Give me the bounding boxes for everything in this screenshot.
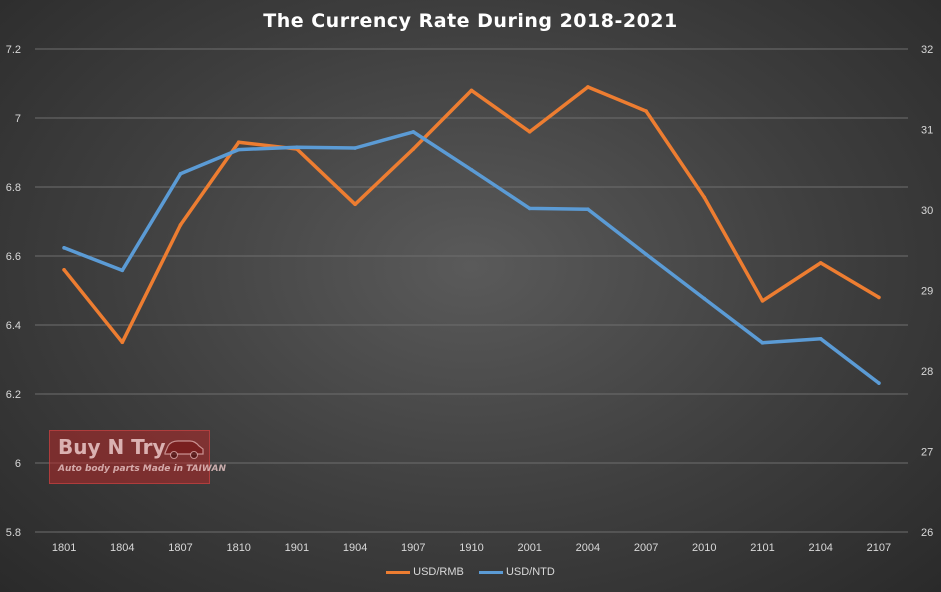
legend-label: USD/NTD	[505, 566, 555, 578]
y-right-tick-label: 28	[921, 366, 933, 378]
data-point	[877, 295, 881, 300]
data-point	[818, 337, 823, 341]
x-tick-label: 1801	[52, 542, 76, 554]
legend-swatch	[386, 570, 411, 574]
data-point	[353, 146, 357, 150]
data-point	[295, 145, 299, 150]
data-point	[760, 299, 765, 303]
data-point	[236, 140, 241, 144]
watermark-name: Buy N Try	[58, 435, 166, 459]
x-tick-label: 1807	[168, 542, 192, 554]
legend-item-usd-ntd: USD/NTD	[478, 566, 555, 578]
data-point	[178, 171, 183, 176]
y-right-tick-label: 32	[921, 44, 933, 56]
chart-title: The Currency Rate During 2018-2021	[263, 10, 678, 32]
y-left-tick-label: 6.2	[6, 389, 21, 401]
legend: USD/RMB USD/NTD	[0, 566, 941, 578]
x-tick-label: 2107	[867, 542, 891, 554]
y-left-tick-label: 6.4	[6, 320, 21, 332]
data-point	[527, 130, 532, 134]
x-tick-label: 1804	[110, 542, 134, 554]
data-point	[586, 207, 590, 211]
y-right-tick-label: 29	[921, 286, 933, 298]
data-point	[411, 130, 416, 134]
y-right-tick-label: 30	[921, 205, 933, 217]
x-tick-label: 2104	[808, 542, 832, 554]
data-point	[353, 202, 357, 207]
y-right-tick-label: 27	[921, 447, 933, 459]
data-point	[178, 223, 183, 227]
legend-swatch	[478, 570, 503, 574]
x-tick-label: 1901	[285, 542, 309, 554]
y-right-tick-label: 31	[921, 125, 933, 137]
data-point	[469, 167, 474, 172]
data-point	[702, 195, 707, 200]
data-point	[236, 147, 241, 152]
data-point	[469, 88, 474, 93]
x-tick-label: 1904	[343, 542, 367, 554]
car-icon	[162, 435, 206, 466]
legend-label: USD/RMB	[413, 566, 464, 578]
y-left-tick-label: 6	[15, 458, 21, 470]
y-right-tick-label: 26	[921, 527, 933, 539]
x-tick-label: 1907	[401, 542, 425, 554]
y-left-tick-label: 7.2	[6, 44, 21, 56]
data-point	[62, 246, 66, 250]
y-left-tick-label: 6.6	[6, 251, 21, 263]
y-left-tick-label: 5.8	[6, 527, 21, 539]
data-point	[760, 341, 765, 345]
x-tick-label: 2007	[634, 542, 658, 554]
series-line-usd-rmb	[62, 85, 881, 345]
watermark-logo: Buy N Try Auto body parts Made in TAIWAN	[49, 430, 226, 484]
x-tick-label: 2004	[576, 542, 600, 554]
data-point	[62, 268, 66, 272]
data-point	[877, 381, 881, 385]
y-left-tick-label: 7	[15, 113, 21, 125]
data-point	[120, 268, 125, 273]
x-tick-label: 2001	[517, 542, 541, 554]
data-point	[120, 340, 125, 345]
data-point	[702, 296, 707, 301]
data-point	[644, 109, 648, 113]
legend-item-usd-rmb: USD/RMB	[386, 566, 464, 578]
data-point	[818, 261, 823, 265]
x-tick-label: 2101	[750, 542, 774, 554]
x-tick-label: 2010	[692, 542, 716, 554]
x-tick-label: 1810	[226, 542, 250, 554]
data-point	[586, 85, 590, 89]
data-point	[527, 206, 532, 211]
x-tick-label: 1910	[459, 542, 483, 554]
data-point	[644, 252, 648, 257]
data-point	[411, 147, 416, 151]
watermark-tagline: Auto body parts Made in TAIWAN	[58, 464, 226, 474]
y-left-tick-label: 6.8	[6, 182, 21, 194]
